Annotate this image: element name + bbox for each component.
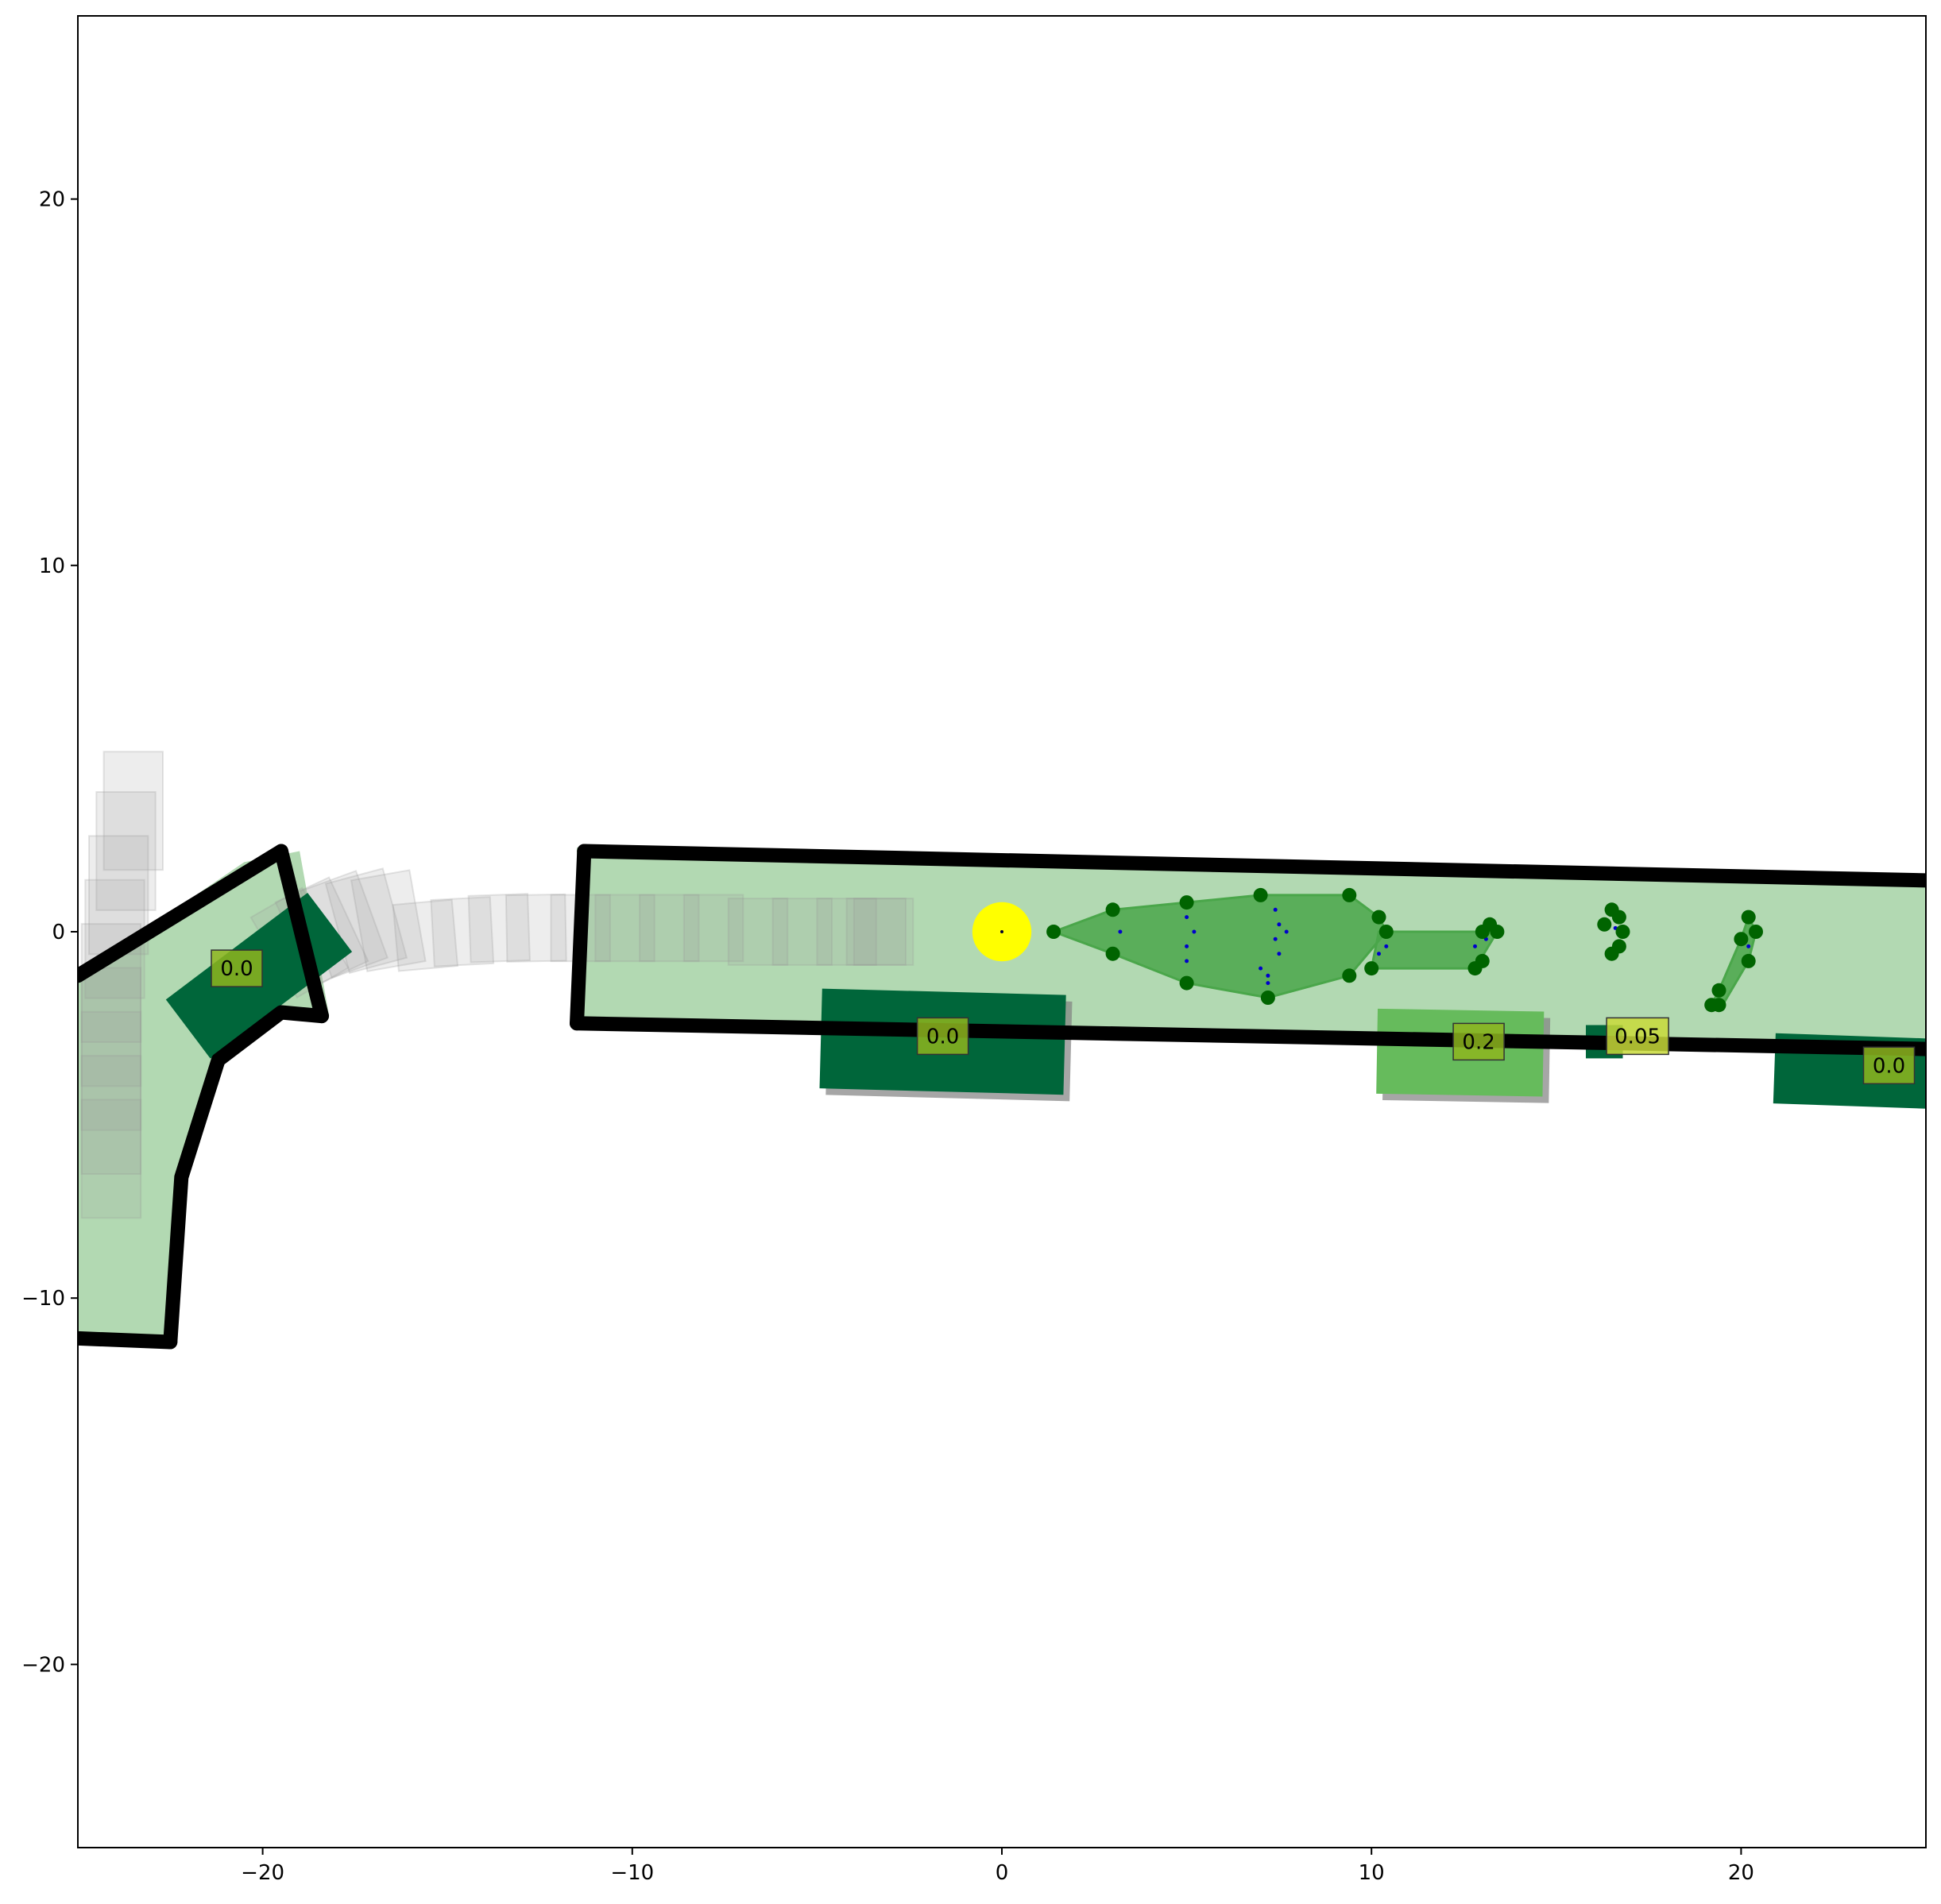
x-tick-label: 20: [1728, 1861, 1754, 1885]
history-box: [80, 1055, 142, 1175]
x-tick-label: 10: [1359, 1861, 1385, 1885]
history-box: [505, 893, 567, 963]
prediction-node: [1741, 953, 1756, 968]
lane-borders-layer: [78, 844, 1926, 1350]
history-box: [80, 967, 142, 1087]
prediction-node: [1711, 983, 1726, 998]
x-axis: −20 −10 0 10 20: [241, 1848, 1754, 1885]
prediction-node: [1105, 902, 1120, 917]
prediction-path-dot: [1259, 966, 1263, 971]
y-tick-label: 0: [52, 921, 65, 944]
x-tick-label: −20: [241, 1861, 284, 1885]
history-box: [845, 898, 907, 966]
vehicle-label-box: [1862, 1046, 1916, 1085]
history-box: [392, 898, 459, 972]
left-bend-outer-border: [78, 844, 288, 983]
prediction-path-dot: [1185, 959, 1189, 964]
vehicle-label: 0.0: [220, 957, 253, 981]
prediction-node: [1364, 961, 1379, 976]
prediction-node: [1378, 925, 1394, 939]
ego-layer: [972, 902, 1032, 962]
vehicle-label-box: [211, 949, 263, 987]
main-road-bottom-border: [570, 1016, 1926, 1056]
ego-center-dot: [1000, 930, 1003, 933]
history-box: [102, 751, 164, 871]
prediction-path-dot: [1118, 929, 1123, 934]
history-box: [771, 898, 833, 966]
main-road-start-border: [570, 844, 592, 1031]
prediction-node: [1342, 968, 1357, 983]
history-box: [727, 898, 789, 966]
vehicle-labels-layer: 0.0 0.0 0.2 0.05 0.0: [211, 949, 1916, 1085]
prediction-layer: [1046, 887, 1763, 1013]
vehicle-label: 0.2: [1462, 1030, 1494, 1054]
history-box: [682, 894, 744, 963]
prediction-path-dot: [1277, 952, 1282, 956]
prediction-node: [1749, 925, 1763, 939]
vehicle-label: 0.0: [1873, 1054, 1905, 1078]
prediction-path-dot: [1266, 973, 1270, 978]
prediction-node: [1105, 946, 1120, 961]
prediction-node: [1371, 910, 1386, 925]
prediction-node: [1046, 925, 1061, 939]
prediction-path-dot: [1377, 952, 1381, 956]
prediction-node: [1597, 917, 1612, 932]
history-box: [95, 791, 157, 911]
plot-area: 0.0 0.0 0.2 0.05 0.0: [78, 751, 1926, 1350]
history-box: [430, 896, 495, 967]
prediction-node: [1741, 910, 1756, 925]
prediction-path-dot: [1192, 929, 1197, 934]
prediction-path-dot: [1277, 922, 1282, 927]
history-box: [350, 869, 427, 973]
prediction-node: [1711, 998, 1726, 1013]
prediction-path-dot: [1266, 981, 1270, 986]
prediction-path-dot: [1185, 915, 1189, 920]
x-tick-label: 0: [996, 1861, 1009, 1885]
left-bend-end-border: [273, 844, 329, 1024]
prediction-node: [1604, 946, 1619, 961]
prediction-node: [1490, 925, 1505, 939]
y-tick-label: −20: [21, 1653, 65, 1677]
prediction-path-dot: [1273, 937, 1278, 941]
main-road-top-border: [577, 844, 1926, 888]
y-tick-label: 10: [39, 554, 65, 578]
prediction-node: [1253, 887, 1268, 902]
prediction-path-dot: [1273, 907, 1278, 912]
prediction-node: [1179, 895, 1194, 910]
prediction-region-main: [1050, 894, 1388, 999]
y-tick-label: −10: [21, 1287, 65, 1311]
prediction-node: [1342, 887, 1357, 902]
prediction-node: [1734, 932, 1749, 947]
y-tick-label: 20: [39, 188, 65, 212]
history-box: [594, 894, 655, 963]
history-box: [467, 893, 531, 964]
vehicle-label-box: [1606, 1017, 1669, 1056]
history-box: [853, 898, 914, 966]
history-box: [639, 894, 700, 963]
prediction-node: [1179, 975, 1194, 991]
prediction-node: [1475, 953, 1490, 968]
vehicle-label-box: [916, 1017, 969, 1056]
left-bend-bottom-border: [78, 1330, 178, 1350]
prediction-path-dot: [1746, 944, 1751, 948]
x-tick-label: −10: [610, 1861, 654, 1885]
y-axis: 20 10 0 −10 −20: [21, 188, 78, 1677]
vehicle-label-box: [1452, 1022, 1505, 1061]
left-bend-inner-border: [163, 1005, 329, 1350]
history-trail-layer: [80, 751, 914, 1219]
prediction-path-dot: [1284, 929, 1289, 934]
prediction-path-dot: [1185, 944, 1189, 948]
history-box: [816, 898, 877, 966]
history-box: [80, 1010, 142, 1131]
prediction-node: [1260, 991, 1275, 1005]
prediction-path-dot: [1384, 944, 1389, 948]
prediction-path-dot: [1473, 944, 1477, 948]
vehicle-label: 0.0: [926, 1025, 959, 1049]
prediction-node: [1611, 910, 1626, 925]
vehicle-label: 0.05: [1614, 1025, 1661, 1049]
prediction-node: [1615, 925, 1630, 939]
history-box: [80, 1099, 142, 1219]
